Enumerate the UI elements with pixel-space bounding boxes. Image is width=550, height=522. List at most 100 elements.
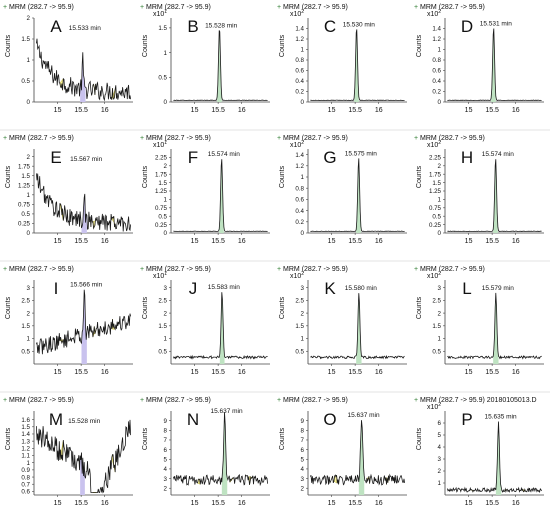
peak-label: 15.635 min bbox=[484, 414, 517, 421]
y-tick-label: 1.1 bbox=[21, 453, 30, 460]
y-tick-label: 0.6 bbox=[21, 489, 30, 496]
y-axis-label: Counts bbox=[416, 165, 423, 188]
y-tick-label: 1 bbox=[27, 57, 31, 64]
y-tick-label: 7 bbox=[164, 437, 168, 444]
y-tick-label: 1.4 bbox=[21, 431, 30, 438]
x-tick-label: 16 bbox=[238, 107, 246, 114]
chart-panel-F: + MRM (282.7 -> 95.9)x101 Counts 00.25 0.50… bbox=[140, 135, 270, 245]
x-tick-label: 15.5 bbox=[74, 500, 88, 507]
y-tick-label: 1.25 bbox=[429, 188, 442, 195]
panel-header: + MRM (282.7 -> 95.9) bbox=[414, 266, 485, 273]
y-tick-label: 2 bbox=[438, 468, 442, 475]
chart-panel-D: + MRM (282.7 -> 95.9)x102 Counts 0 0.2 0.4 0.… bbox=[414, 4, 544, 114]
y-tick-label: 1.5 bbox=[432, 180, 441, 187]
panel-header: + MRM (282.7 -> 95.9) bbox=[3, 135, 74, 142]
y-tick-label: 1.3 bbox=[21, 438, 30, 445]
y-tick-label: 0.5 bbox=[21, 348, 30, 355]
y-tick-label: 0.2 bbox=[295, 219, 304, 226]
x-tick-label: 15 bbox=[54, 107, 62, 114]
y-tick-label: 0 bbox=[27, 99, 31, 106]
panel-letter: C bbox=[324, 17, 336, 36]
panel-header: + MRM (282.7 -> 95.9) bbox=[140, 266, 211, 273]
y-tick-label: 0 bbox=[301, 230, 305, 237]
y-tick-label: 1.75 bbox=[18, 163, 31, 170]
x-tick-label: 15 bbox=[191, 238, 199, 245]
y-tick-label: 2 bbox=[164, 163, 168, 170]
y-tick-label: 1 bbox=[438, 480, 442, 487]
y-tick-label: 0.6 bbox=[295, 197, 304, 204]
y-tick-label: 3 bbox=[301, 285, 305, 292]
y-tick-label: 0.5 bbox=[432, 348, 441, 355]
x-tick-label: 16 bbox=[101, 238, 109, 245]
x-tick-label: 15 bbox=[191, 107, 199, 114]
y-tick-label: 1.6 bbox=[21, 417, 30, 424]
y-tick-label: 0.6 bbox=[432, 68, 441, 75]
y-tick-label: 7 bbox=[301, 437, 305, 444]
chart-panel-I: + MRM (282.7 -> 95.9) Counts 0.5 1 1.5 2 2.5 3 1… bbox=[3, 266, 133, 376]
peak-area bbox=[80, 452, 85, 495]
peak-area bbox=[493, 292, 499, 364]
y-axis-label: Counts bbox=[5, 296, 12, 319]
panel-letter: A bbox=[50, 17, 62, 36]
y-multiplier: x101 bbox=[153, 271, 167, 280]
x-tick-label: 15.5 bbox=[74, 107, 88, 114]
chromatogram-trace bbox=[36, 419, 131, 494]
y-tick-label: 2 bbox=[27, 310, 31, 317]
chromatogram-trace bbox=[447, 28, 542, 101]
y-axis-label: Counts bbox=[142, 296, 149, 319]
panel-letter: D bbox=[461, 17, 473, 36]
y-tick-label: 0.25 bbox=[429, 222, 442, 229]
y-tick-label: 2 bbox=[438, 163, 442, 170]
peak-label: 15.574 min bbox=[482, 151, 515, 158]
panel-letter: G bbox=[323, 148, 336, 167]
y-multiplier: x102 bbox=[427, 271, 441, 280]
panel-letter: O bbox=[323, 410, 336, 429]
y-tick-label: 4 bbox=[164, 466, 168, 473]
chart-panel-M: + MRM (282.7 -> 95.9)Counts0.60.70.80.91… bbox=[3, 397, 133, 507]
y-tick-label: 2.5 bbox=[432, 298, 441, 305]
panel-header: + MRM (282.7 -> 95.9) bbox=[3, 397, 74, 404]
peak-label: 15.531 min bbox=[480, 21, 513, 28]
peak-label: 15.533 min bbox=[69, 25, 102, 32]
y-tick-label: 1 bbox=[301, 174, 305, 181]
y-tick-label: 0.8 bbox=[21, 474, 30, 481]
y-multiplier: x102 bbox=[290, 140, 304, 149]
panel-letter: H bbox=[461, 148, 473, 167]
y-tick-label: 1.5 bbox=[158, 323, 167, 330]
peak-label: 15.574 min bbox=[208, 151, 241, 158]
y-tick-label: 1.5 bbox=[21, 173, 30, 180]
peak-area bbox=[356, 293, 362, 364]
peak-area bbox=[354, 29, 359, 102]
panel-header: + MRM (282.7 -> 95.9) bbox=[277, 4, 348, 11]
chromatogram-trace bbox=[310, 158, 405, 232]
x-tick-label: 15 bbox=[191, 369, 199, 376]
y-axis-label: Counts bbox=[5, 427, 12, 450]
y-tick-label: 1 bbox=[164, 50, 168, 57]
y-tick-label: 1 bbox=[27, 460, 31, 467]
y-tick-label: 1.5 bbox=[295, 323, 304, 330]
y-tick-label: 2 bbox=[438, 310, 442, 317]
panel-header: + MRM (282.7 -> 95.9) bbox=[140, 4, 211, 11]
x-tick-label: 16 bbox=[101, 369, 109, 376]
y-multiplier: x102 bbox=[427, 9, 441, 18]
y-axis-label: Counts bbox=[142, 165, 149, 188]
panel-header: + MRM (282.7 -> 95.9) bbox=[140, 135, 211, 142]
y-tick-label: 0.5 bbox=[21, 78, 30, 85]
peak-label: 15.575 min bbox=[345, 150, 378, 157]
chart-panel-E: + MRM (282.7 -> 95.9) Counts 0 0.25 0.5 0.75 1… bbox=[3, 135, 133, 245]
panel-header: + MRM (282.7 -> 95.9) bbox=[277, 266, 348, 273]
x-tick-label: 16 bbox=[375, 238, 383, 245]
y-tick-label: 0.8 bbox=[295, 57, 304, 64]
y-tick-label: 1 bbox=[438, 197, 442, 204]
y-tick-label: 6 bbox=[438, 420, 442, 427]
y-axis-label: Counts bbox=[279, 34, 286, 57]
x-tick-label: 16 bbox=[238, 369, 246, 376]
panel-letter: L bbox=[462, 279, 471, 298]
chromatogram-trace bbox=[173, 412, 268, 487]
y-tick-label: 0 bbox=[164, 99, 168, 106]
x-tick-label: 15 bbox=[328, 500, 336, 507]
y-tick-label: 0.75 bbox=[18, 202, 31, 209]
chromatogram-trace bbox=[173, 292, 268, 360]
y-tick-label: 0.7 bbox=[21, 481, 30, 488]
